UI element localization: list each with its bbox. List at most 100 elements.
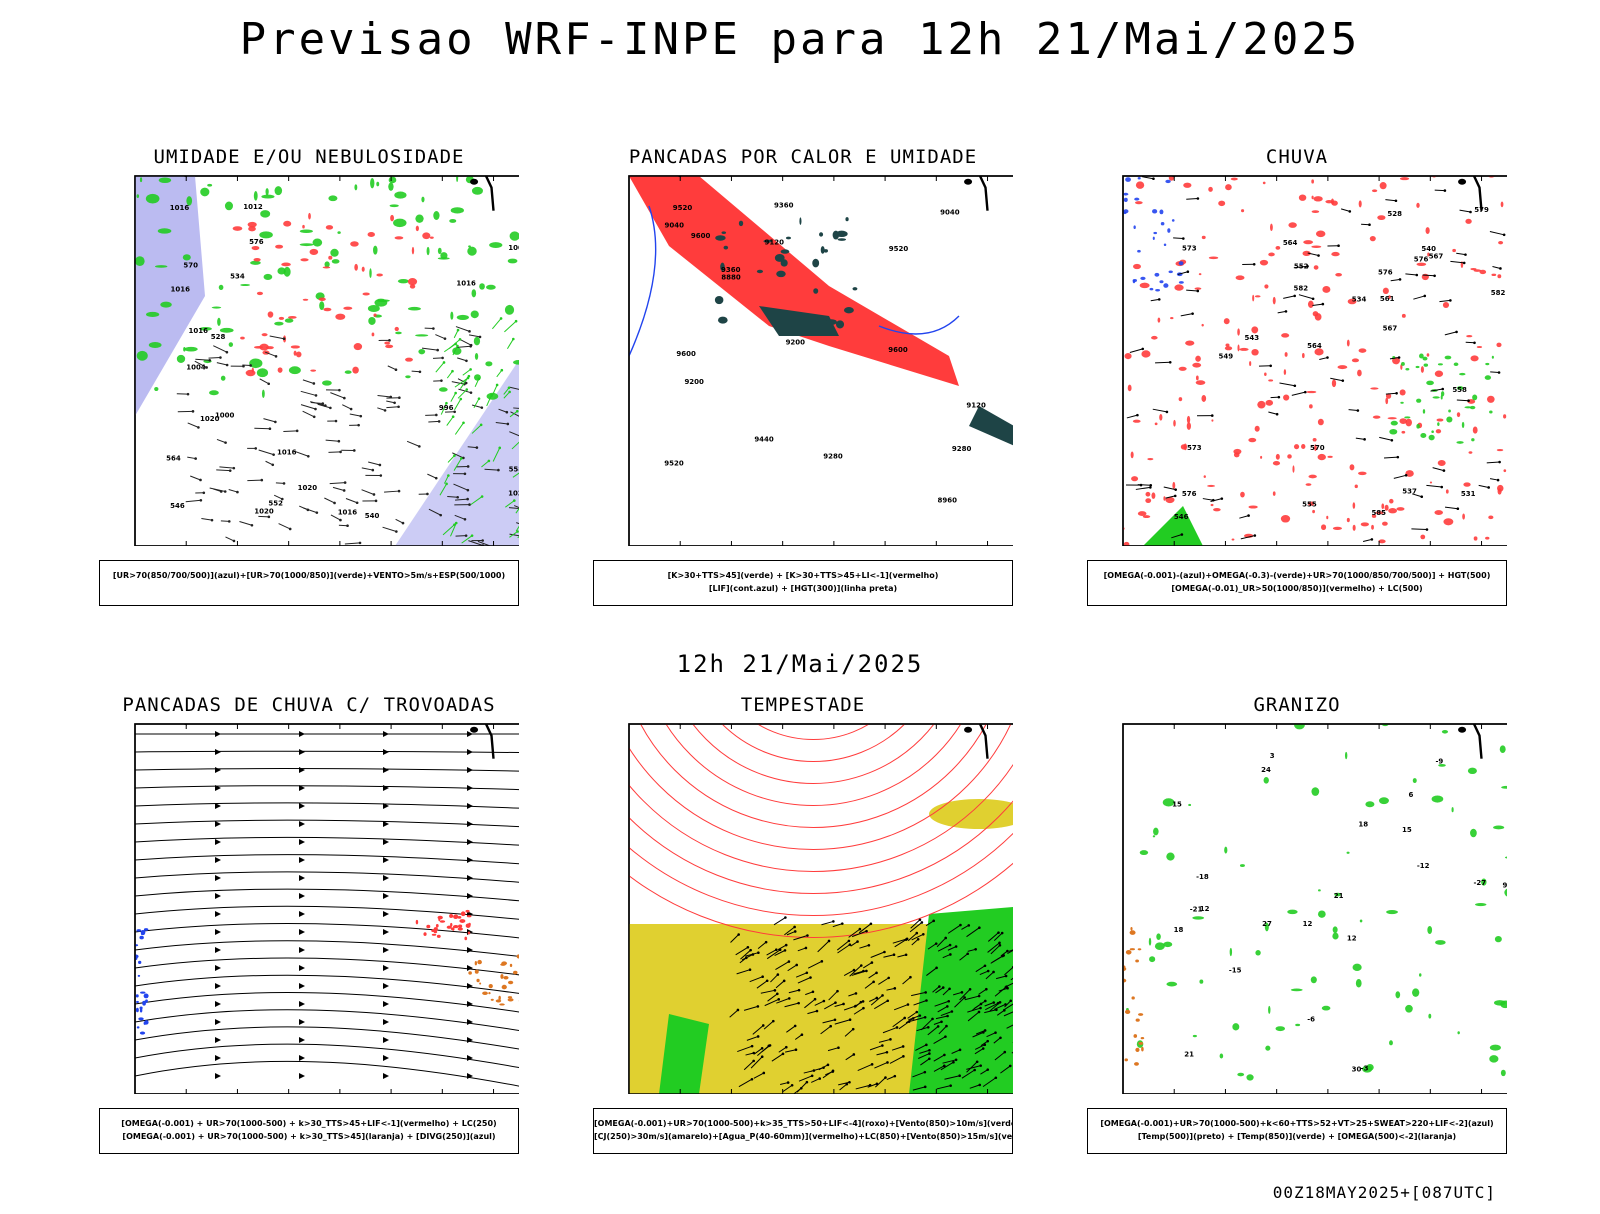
contour-label: -12 <box>1417 862 1430 870</box>
contour-label: 9 <box>1502 881 1507 889</box>
contour-label: 1008 <box>508 244 519 252</box>
map-umidade[interactable]: 1016101610161016101610201020102010121008… <box>97 174 519 546</box>
contour-label: 1020 <box>298 484 318 492</box>
legend-line: [OMEGA(-0.01)_UR>50(1000/850)](vermelho)… <box>1088 582 1506 595</box>
contour-label: 1000 <box>215 412 235 420</box>
contour-label: 18 <box>1174 926 1184 934</box>
contour-label: 9520 <box>673 204 693 212</box>
map-canvas: 9600960096009520952095209440944093609360… <box>591 174 1013 546</box>
contour-label: 9040 <box>940 208 960 216</box>
legend-line: [OMEGA(-0.001) + UR>70(1000-500) + k>30_… <box>100 1117 518 1130</box>
map-pancadas-calor[interactable]: 9600960096009520952095209440944093609360… <box>591 174 1013 546</box>
map-canvas: 12S15S18S21S24S27S30S33S36S39S42S70W65W6… <box>97 722 519 1094</box>
panel-title: GRANIZO <box>1047 694 1547 716</box>
map-tempestade[interactable]: 12S15S18S21S24S27S30S33S36S39S42S70W65W6… <box>591 722 1013 1094</box>
contour-label: 1016 <box>171 285 191 293</box>
contour-label: 24 <box>1261 766 1271 774</box>
map-canvas: 12S15S18S21S24S27S30S33S36S39S42S70W65W6… <box>591 722 1013 1094</box>
contour-label: 9600 <box>691 232 711 240</box>
contour-label: 567 <box>1429 252 1444 260</box>
contour-label: 1004 <box>186 364 206 372</box>
contour-label: 564 <box>166 454 181 462</box>
contour-label: 534 <box>1352 295 1367 303</box>
legend-box: [OMEGA(-0.001)-(azul)+OMEGA(-0.3)-(verde… <box>1087 560 1507 606</box>
contour-label: 9280 <box>823 453 843 461</box>
contour-label: 9120 <box>765 239 785 247</box>
contour-label: 15 <box>1172 801 1182 809</box>
map-canvas: 5855825825795765765765735735705675675645… <box>1085 174 1507 546</box>
contour-label: 528 <box>1387 210 1402 218</box>
contour-label: 576 <box>1182 490 1197 498</box>
contour-label: 582 <box>1491 289 1506 297</box>
contour-label: 27 <box>1262 920 1272 928</box>
contour-label: 540 <box>365 512 380 520</box>
panel-tempestade: TEMPESTADE 12S15S18S21S24S27S30S33S36S39… <box>553 694 1053 1214</box>
contour-label: 3 <box>1270 752 1275 760</box>
contour-label: 546 <box>1174 513 1189 521</box>
legend-line: [LIF](cont.azul) + [HGT(300)](linha pret… <box>594 582 1012 595</box>
legend-line: [OMEGA(-0.001)+UR>70(1000-500)+k>35_TTS>… <box>594 1117 1012 1130</box>
legend-box: [OMEGA(-0.001)+UR>70(1000-500)+k>35_TTS>… <box>593 1108 1013 1154</box>
contour-label: 528 <box>211 333 226 341</box>
contour-label: 537 <box>1402 488 1417 496</box>
contour-label: 9520 <box>664 460 684 468</box>
contour-label: 534 <box>230 273 245 281</box>
contour-label: 552 <box>268 500 283 508</box>
contour-label: 549 <box>1219 353 1234 361</box>
contour-label: 1020 <box>508 490 519 498</box>
contour-label: 9200 <box>684 378 704 386</box>
contour-label: 582 <box>1294 285 1309 293</box>
contour-label: 12 <box>1303 920 1313 928</box>
contour-label: -9 <box>1436 757 1444 765</box>
contour-label: -18 <box>1196 873 1209 881</box>
contour-label: 567 <box>1383 325 1398 333</box>
contour-label: 1020 <box>254 508 274 516</box>
contour-label: 996 <box>439 404 454 412</box>
panel-title: TEMPESTADE <box>553 694 1053 716</box>
contour-label: 543 <box>1244 334 1259 342</box>
contour-label: 18 <box>1358 820 1368 828</box>
contour-label: 558 <box>1452 386 1467 394</box>
legend-line: [UR>70(850/700/500)](azul)+[UR>70(1000/8… <box>100 569 518 582</box>
panel-title: CHUVA <box>1047 146 1547 168</box>
map-pancadas-trovoadas[interactable]: 12S15S18S21S24S27S30S33S36S39S42S70W65W6… <box>97 722 519 1094</box>
panel-pancadas-trovoadas: PANCADAS DE CHUVA C/ TROVOADAS 12S15S18S… <box>59 694 559 1214</box>
contour-label: 564 <box>1307 342 1322 350</box>
contour-label: 1016 <box>338 509 358 517</box>
contour-label: 531 <box>1461 490 1476 498</box>
contour-label: 9040 <box>665 222 685 230</box>
contour-label: 15 <box>1402 826 1412 834</box>
legend-box: [UR>70(850/700/500)](azul)+[UR>70(1000/8… <box>99 560 519 606</box>
contour-label: 546 <box>170 502 185 510</box>
contour-label: -6 <box>1307 1016 1315 1024</box>
contour-label: 1012 <box>243 203 263 211</box>
contour-label: -3 <box>1361 1064 1369 1072</box>
contour-label: -15 <box>1229 966 1242 974</box>
contour-label: 21 <box>1184 1051 1194 1059</box>
contour-label: 576 <box>1414 255 1429 263</box>
contour-label: -21 <box>1190 906 1203 914</box>
contour-label: 6 <box>1409 791 1414 799</box>
legend-line: [Temp(500)](preto) + [Temp(850)](verde) … <box>1088 1130 1506 1143</box>
contour-label: 9280 <box>952 445 972 453</box>
contour-label: 561 <box>1380 295 1395 303</box>
contour-label: 573 <box>1182 245 1197 253</box>
legend-line: [K>30+TTS>45](verde) + [K>30+TTS>45+LI<-… <box>594 569 1012 582</box>
contour-label: 564 <box>1283 239 1298 247</box>
legend-box: [OMEGA(-0.001) + UR>70(1000-500) + k>30_… <box>99 1108 519 1154</box>
contour-label: 12 <box>1347 935 1357 943</box>
legend-box: [K>30+TTS>45](verde) + [K>30+TTS>45+LI<-… <box>593 560 1013 606</box>
map-canvas: 369121212151518182121242730-3-6-9-12-15-… <box>1085 722 1507 1094</box>
legend-line: [CJ(250)>30m/s](amarelo)+[Agua_P(40-60mm… <box>594 1130 1012 1143</box>
contour-label: 8880 <box>721 274 741 282</box>
panel-title: PANCADAS DE CHUVA C/ TROVOADAS <box>59 694 559 716</box>
contour-label: 21 <box>1334 892 1344 900</box>
contour-label: 1016 <box>456 279 476 287</box>
page-title: Previsao WRF-INPE para 12h 21/Mai/2025 <box>0 14 1600 65</box>
legend-line: [OMEGA(-0.001)-(azul)+OMEGA(-0.3)-(verde… <box>1088 569 1506 582</box>
